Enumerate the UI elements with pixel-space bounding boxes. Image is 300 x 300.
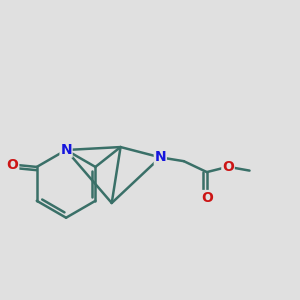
Text: O: O: [7, 158, 19, 172]
Text: O: O: [201, 191, 213, 205]
Text: N: N: [60, 143, 72, 157]
Text: O: O: [222, 160, 234, 174]
Text: N: N: [154, 150, 166, 164]
